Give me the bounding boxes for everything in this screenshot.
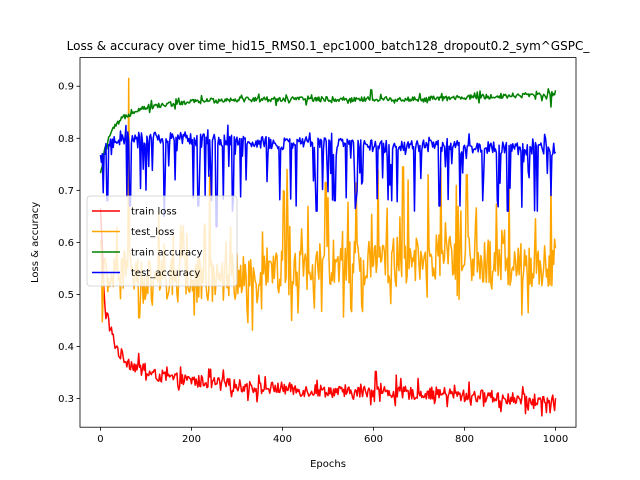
y-tick-label: 0.4: [58, 342, 74, 353]
y-tick-label: 0.6: [58, 238, 74, 249]
y-tick-label: 0.7: [58, 186, 74, 197]
x-axis-label: Epochs: [310, 459, 346, 470]
chart-title: Loss & accuracy over time_hid15_RMS0.1_e…: [67, 39, 591, 53]
x-tick-label: 1000: [543, 434, 568, 445]
legend-box: [86, 195, 238, 287]
series-line-test-accuracy: [99, 124, 557, 228]
x-tick-label: 400: [273, 434, 292, 445]
x-axis: 0 200 400 600 800 1000: [97, 427, 568, 445]
x-tick-label: 200: [182, 434, 201, 445]
x-tick-label: 600: [364, 434, 383, 445]
legend-label: train loss: [131, 207, 177, 218]
y-tick-label: 0.9: [58, 82, 74, 93]
y-tick-label: 0.5: [58, 290, 74, 301]
series-layer: [99, 77, 557, 417]
y-tick-label: 0.3: [58, 394, 74, 405]
y-axis-label: Loss & accuracy: [30, 202, 41, 283]
legend-label: train accuracy: [131, 248, 203, 259]
legend-label: test_loss: [131, 227, 175, 238]
y-axis: 0.3 0.4 0.5 0.6 0.7 0.8 0.9: [58, 82, 80, 405]
x-tick-label: 0: [97, 434, 103, 445]
series-line-train-loss: [99, 208, 557, 417]
x-tick-label: 800: [455, 434, 474, 445]
legend-label: test_accuracy: [131, 268, 200, 279]
y-tick-label: 0.8: [58, 134, 74, 145]
series-line-train-accuracy: [99, 88, 557, 174]
